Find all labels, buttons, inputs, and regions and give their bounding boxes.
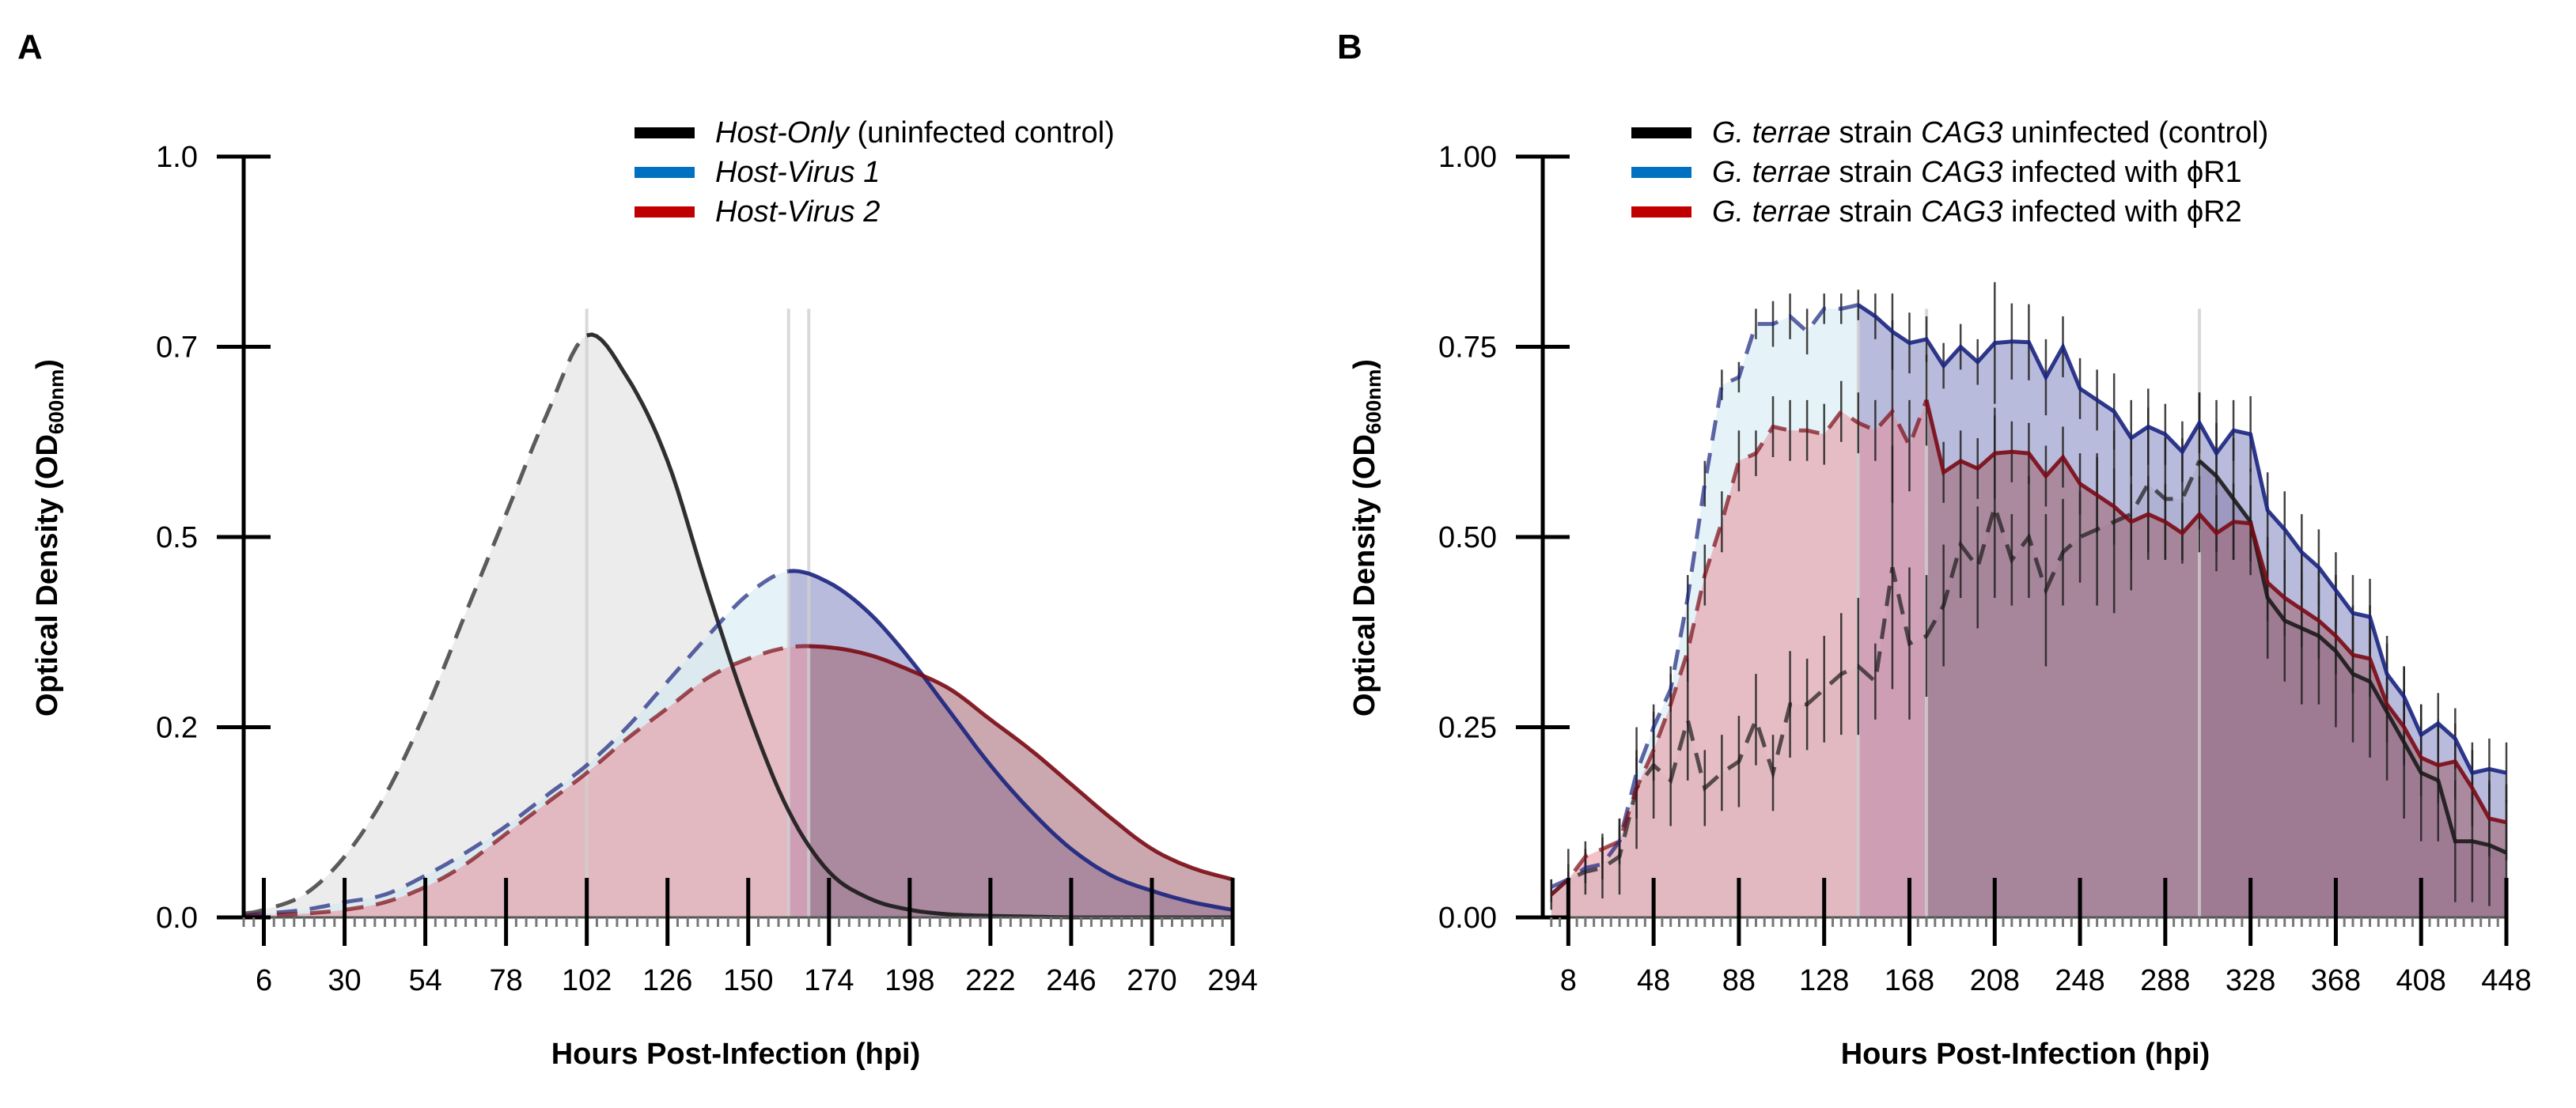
x-tick-label: 168 [1885,964,1934,997]
legend-entry-1: G. terrae strain CAG3 infected with ϕR1 [1712,156,2242,189]
y-tick-label: 0.75 [1438,331,1497,365]
legend-text-part: uninfected (control) [2002,116,2268,149]
x-tick-label: 270 [1127,964,1176,997]
legend-text-part: G. terrae [1712,195,1831,229]
x-tick-label: 198 [885,964,934,997]
axes: 0.00 0.25 0.50 0.75 1.00 8 48 88 128 168 208 248 288… [1438,141,2532,997]
legend-swatch-1 [1631,167,1691,178]
x-tick-label: 174 [804,964,854,997]
legend-swatch-0 [1631,127,1691,138]
legend-swatch-1 [635,167,695,178]
y-axis-title-a: Optical Density (OD600nm) [31,359,68,717]
series-2-area-post [809,646,1233,917]
legend-entry-2: G. terrae strain CAG3 infected with ϕR2 [1712,195,2242,229]
legend-text-part: CAG3 [1921,116,2002,149]
legend-text-italic: Host-Only [715,116,850,149]
y-axis-title-main: Optical Density (OD [1348,434,1381,717]
legend-text-part: G. terrae [1712,116,1831,149]
panel-label-b: B [1337,28,1362,66]
legend-text-part: infected with ϕR1 [2002,156,2241,189]
panel-a: A Hours Post-Infection (hpi) Optical Den… [17,28,1258,1071]
legend-text-part: G. terrae [1712,156,1831,189]
plot-area [243,308,1233,920]
x-tick-label: 408 [2396,964,2446,997]
plot-area [1550,282,2508,918]
series-0-area-pre [244,335,587,918]
series-1-line-solid [788,569,1233,912]
x-tick-label: 48 [1637,964,1670,997]
y-tick-label: 1.00 [1438,141,1497,174]
x-axis-title-b: Hours Post-Infection (hpi) [1841,1038,2210,1071]
series-0-line-dashed [1550,459,2202,896]
y-tick-label: 0.7 [156,331,198,365]
y-axis-title-end: ) [1348,359,1381,369]
y-axis-title-main: Optical Density (OD [31,434,64,717]
legend-text-part: CAG3 [1921,195,2002,229]
y-tick-label: 0.00 [1438,902,1497,935]
x-tick-label: 54 [408,964,441,997]
legend-text-part: strain [1831,156,1921,189]
x-tick-label: 126 [642,964,692,997]
y-tick-label: 0.0 [156,902,198,935]
legend-swatch-2 [635,206,695,217]
series-1-line-dashed [243,569,790,918]
x-tick-label: 88 [1722,964,1756,997]
legend-text-italic: Host-Virus 1 [715,156,880,189]
x-tick-label: 128 [1799,964,1849,997]
legend-a: Host-Only (uninfected control) Host-Virus… [635,116,1115,229]
y-tick-label: 0.25 [1438,712,1497,745]
x-tick-label: 246 [1046,964,1096,997]
x-tick-label: 78 [489,964,522,997]
legend-text-part: strain [1831,116,1921,149]
series-2-line-solid [809,644,1233,882]
y-tick-label: 1.0 [156,141,198,174]
legend-swatch-2 [1631,206,1691,217]
legend-entry-0: Host-Only (uninfected control) [715,116,1115,149]
series-2-line-dashed [243,644,809,918]
panel-label-a: A [17,28,43,66]
legend-text-part: infected with ϕR2 [2002,195,2241,229]
y-axis-title-end: ) [31,359,64,369]
series-2-area-post [1926,399,2506,917]
series-0-line-dashed [243,334,589,916]
x-tick-label: 248 [2055,964,2104,997]
x-tick-label: 150 [723,964,773,997]
axes: 0.0 0.2 0.5 0.7 1.0 6 30 54 78 102 126 150 174 198 222… [156,141,1258,997]
legend-text-italic: Host-Virus 2 [715,195,880,229]
y-tick-label: 0.5 [156,521,198,554]
legend-entry-2: Host-Virus 2 [715,195,880,229]
x-tick-label: 294 [1207,964,1257,997]
series-2-area-pre [244,646,809,917]
legend-swatch-0 [635,127,695,138]
panel-b: B Hours Post-Infection (hpi) Optical Den… [1337,28,2532,1071]
legend-text-rest: (uninfected control) [849,116,1115,149]
series-1-line-solid [1857,303,2507,776]
legend-text-part: CAG3 [1921,156,2002,189]
x-tick-label: 288 [2140,964,2190,997]
legend-entry-1: Host-Virus 1 [715,156,880,189]
y-tick-label: 0.2 [156,712,198,745]
y-axis-title-sub: 600nm [1362,369,1385,434]
y-axis-title-sub: 600nm [44,369,68,434]
x-tick-label: 6 [256,964,272,997]
legend-b: G. terrae strain CAG3 uninfected (contro… [1631,116,2268,229]
series-2-area-pre [1551,399,1927,917]
x-tick-label: 448 [2481,964,2531,997]
series-2-line-dashed [1550,399,1929,896]
y-tick-label: 0.50 [1438,521,1497,554]
series-2-line-solid [1924,399,2507,825]
x-tick-label: 208 [1970,964,2020,997]
x-axis-title-a: Hours Post-Infection (hpi) [551,1038,921,1071]
x-tick-label: 8 [1560,964,1577,997]
x-tick-label: 102 [562,964,612,997]
x-tick-label: 30 [328,964,361,997]
legend-entry-0: G. terrae strain CAG3 uninfected (contro… [1712,116,2268,149]
x-tick-label: 328 [2226,964,2275,997]
legend-text-part: strain [1831,195,1921,229]
x-tick-label: 368 [2311,964,2361,997]
y-axis-title-b: Optical Density (OD600nm) [1348,359,1385,717]
x-tick-label: 222 [965,964,1015,997]
